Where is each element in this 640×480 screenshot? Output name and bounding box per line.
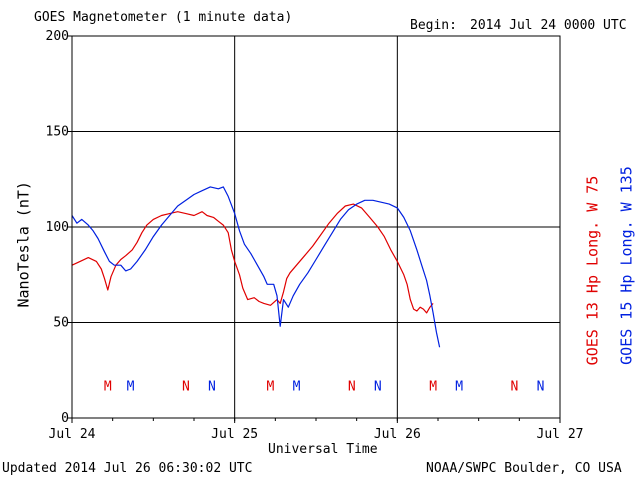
axis-ticks: 0 50 100 150 200 Jul 24 Jul 25 Jul 26 Jul 27 — [46, 29, 584, 442]
series-lines — [71, 186, 441, 348]
y-axis-label: NanoTesla (nT) — [14, 181, 33, 308]
credit-text: NOAA/SWPC Boulder, CO USA — [426, 461, 622, 476]
plot-frame — [71, 35, 561, 419]
midnight-marker: M — [104, 380, 112, 395]
noon-marker: N — [374, 380, 382, 395]
midnight-marker: M — [293, 380, 301, 395]
midnight-marker: M — [455, 380, 463, 395]
x-tick-label: Jul 27 — [537, 427, 584, 442]
x-tick-label: Jul 24 — [49, 427, 96, 442]
midnight-marker: M — [429, 380, 437, 395]
series-line-goes15 — [71, 186, 441, 348]
midnight-marker: M — [127, 380, 135, 395]
legend-goes13: GOES 13 Hp Long. W 75 — [583, 175, 602, 366]
updated-timestamp: Updated 2014 Jul 26 06:30:02 UTC — [2, 461, 253, 476]
series-line-goes13 — [71, 203, 434, 314]
noon-marker: N — [511, 380, 519, 395]
y-tick-label: 200 — [46, 29, 69, 44]
y-tick-label: 0 — [61, 411, 69, 426]
noon-marker: N — [348, 380, 356, 395]
noon-marker: N — [182, 380, 190, 395]
begin-label: Begin: — [410, 18, 457, 33]
y-tick-label: 50 — [53, 316, 69, 331]
noon-marker: N — [208, 380, 216, 395]
midnight-marker: M — [267, 380, 275, 395]
noon-marker: N — [537, 380, 545, 395]
legend-goes15: GOES 15 Hp Long. W 135 — [617, 166, 636, 365]
chart-title: GOES Magnetometer (1 minute data) — [34, 10, 293, 25]
y-tick-label: 100 — [46, 220, 69, 235]
y-tick-label: 150 — [46, 125, 69, 140]
x-axis-label: Universal Time — [268, 442, 378, 457]
begin-value: 2014 Jul 24 0000 UTC — [470, 18, 627, 33]
grid — [72, 36, 560, 418]
x-tick-label: Jul 25 — [211, 427, 258, 442]
x-tick-label: Jul 26 — [374, 427, 421, 442]
